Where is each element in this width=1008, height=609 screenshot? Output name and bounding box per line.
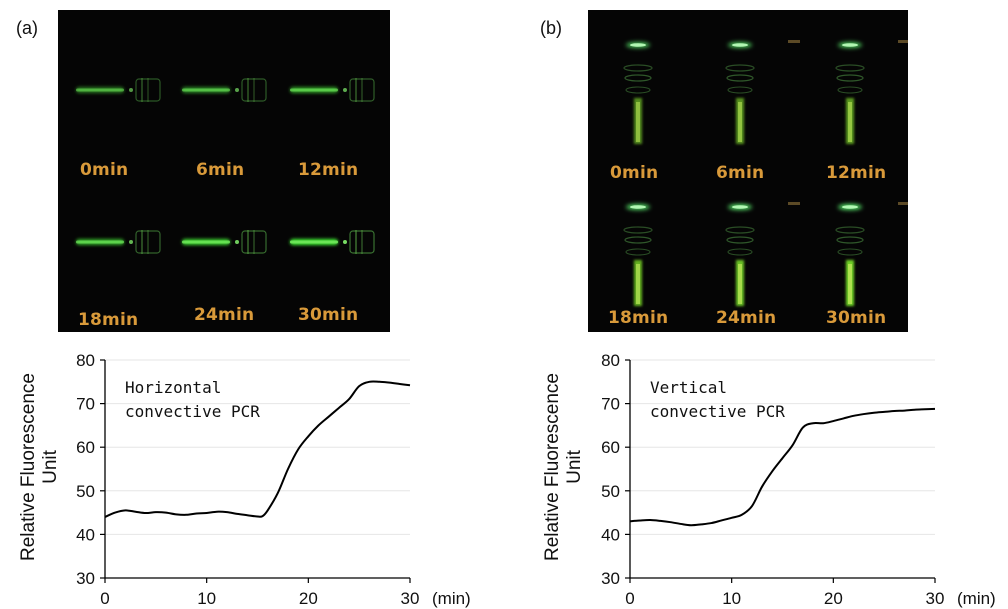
chart-a-ytick-label: 70	[76, 395, 95, 414]
tube-a-0	[76, 78, 161, 102]
image-label-b-4: 24min	[716, 308, 777, 328]
image-label-a-4: 24min	[194, 305, 255, 325]
tube-b-4	[725, 204, 755, 306]
photo-b-tubes	[623, 40, 908, 306]
tube-a-1	[182, 78, 267, 102]
tube-b-5	[835, 204, 865, 306]
chart-a-xunit: (min)	[432, 589, 471, 608]
chart-a-ytick-label: 40	[76, 525, 95, 544]
tube-a-4	[182, 230, 267, 254]
tube-b-1	[725, 42, 755, 144]
chart-a-xtick-label: 0	[100, 589, 109, 608]
chart-b-xtick-label: 30	[926, 589, 945, 608]
chart-b-series-line	[629, 407, 936, 527]
chart-b-ylabel-line2: Unit	[564, 450, 585, 484]
chart-b: 30 40 50 60 70 80 0 10 20 30 (min) Vertical convecti…	[601, 351, 996, 608]
chart-b-ytick-label: 70	[601, 395, 620, 414]
image-label-a-2: 12min	[298, 160, 359, 180]
tube-a-5	[290, 230, 375, 254]
chart-a-ytick-label: 50	[76, 482, 95, 501]
mark-b-3	[898, 202, 908, 205]
image-label-a-3: 18min	[78, 310, 139, 330]
chart-a-ytick-label: 60	[76, 438, 95, 457]
tube-b-0	[623, 42, 653, 144]
chart-a-xtick-label: 10	[197, 589, 216, 608]
chart-b-annotation-line: convective PCR	[650, 402, 785, 421]
chart-b-ylabel-line1: Relative Fluorescence	[542, 373, 563, 561]
mark-b-1	[898, 40, 908, 43]
image-label-a-5: 30min	[298, 305, 359, 325]
chart-a-xtick-label: 30	[401, 589, 420, 608]
chart-a-series-line	[104, 380, 411, 518]
chart-b-ytick-label: 50	[601, 482, 620, 501]
chart-b-xtick-label: 10	[722, 589, 741, 608]
chart-b-xunit: (min)	[957, 589, 996, 608]
chart-b-xtick-label: 20	[824, 589, 843, 608]
chart-a-annotation-line: Horizontal	[125, 378, 221, 397]
image-label-b-0: 0min	[610, 163, 659, 183]
photo-panel-a: 0min 6min 12min 18min 24min 30min	[58, 10, 390, 332]
chart-a-ylabel-line1: Relative Fluorescence	[18, 373, 39, 561]
chart-b-xtick-label: 0	[625, 589, 634, 608]
chart-a-xtick-label: 20	[299, 589, 318, 608]
image-label-b-5: 30min	[826, 308, 887, 328]
mark-b-0	[788, 40, 800, 43]
chart-b-ytick-label: 40	[601, 525, 620, 544]
chart-a-ytick-label: 80	[76, 351, 95, 370]
photo-panel-b: 0min 6min 12min 18min 24min 30min	[588, 10, 908, 332]
photo-a-tubes	[76, 78, 375, 254]
chart-b-annotation-line: Vertical	[650, 378, 727, 397]
chart-a: 30 40 50 60 70 80 0 10 20 30 (min) Horizontal convec…	[76, 351, 471, 608]
panel-a-label: (a)	[16, 18, 38, 38]
tube-a-3	[76, 230, 161, 254]
chart-a-ylabel: Relative Fluorescence Unit	[18, 367, 62, 567]
image-label-b-3: 18min	[608, 308, 669, 328]
chart-b-ytick-label: 30	[601, 569, 620, 588]
image-label-a-0: 0min	[80, 160, 129, 180]
chart-b-ytick-label: 60	[601, 438, 620, 457]
chart-a-ylabel-line2: Unit	[40, 450, 61, 484]
tube-b-3	[623, 204, 653, 306]
image-label-b-1: 6min	[716, 163, 765, 183]
image-label-b-2: 12min	[826, 163, 887, 183]
panel-b-label: (b)	[540, 18, 562, 38]
tube-a-2	[290, 78, 375, 102]
chart-a-ytick-label: 30	[76, 569, 95, 588]
mark-b-2	[788, 202, 800, 205]
image-label-a-1: 6min	[196, 160, 245, 180]
tube-b-2	[835, 42, 865, 144]
chart-b-ylabel: Relative Fluorescence Unit	[542, 367, 586, 567]
chart-b-ytick-label: 80	[601, 351, 620, 370]
chart-a-annotation-line: convective PCR	[125, 402, 260, 421]
